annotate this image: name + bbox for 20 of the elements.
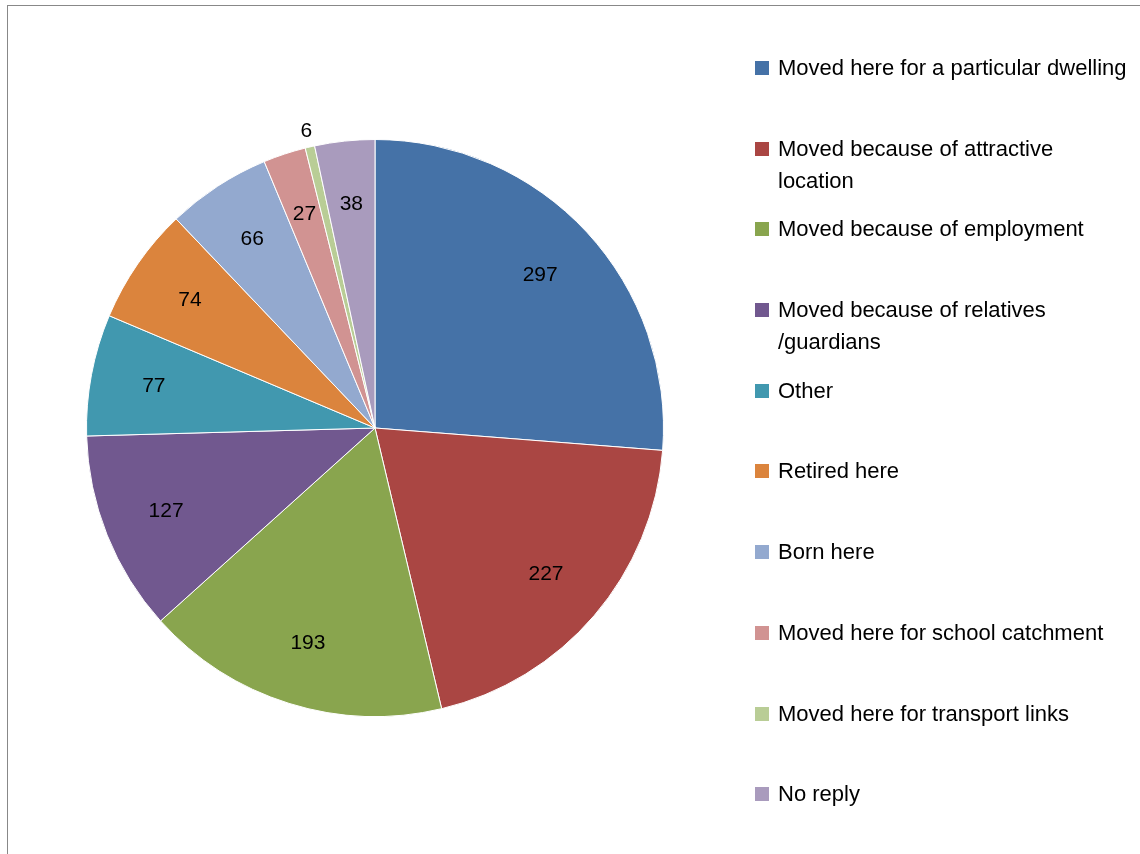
- legend-label: Moved because of relatives /guardians: [778, 296, 1047, 357]
- legend-label: Moved here for transport links: [778, 699, 1070, 728]
- data-label: 6: [300, 118, 313, 142]
- data-label: 193: [290, 629, 326, 653]
- data-label: 77: [142, 373, 166, 397]
- data-label: 297: [522, 261, 558, 285]
- data-label: 27: [292, 201, 317, 225]
- data-label: 227: [528, 561, 564, 585]
- legend-label: No reply: [778, 780, 860, 809]
- legend-label: Other: [778, 376, 834, 405]
- legend-label: Moved because of attractive location: [778, 134, 1055, 195]
- legend-label: Moved here for school catchment: [778, 618, 1104, 647]
- legend-label: Born here: [778, 538, 875, 567]
- data-label: 74: [178, 286, 202, 310]
- data-label: 127: [148, 498, 184, 522]
- data-label: 38: [339, 191, 363, 215]
- legend-label: Moved here for a particular dwelling: [778, 54, 1127, 82]
- legend-label: Moved because of employment: [778, 215, 1084, 244]
- data-label: 66: [240, 226, 264, 250]
- legend-label: Retired here: [778, 457, 900, 486]
